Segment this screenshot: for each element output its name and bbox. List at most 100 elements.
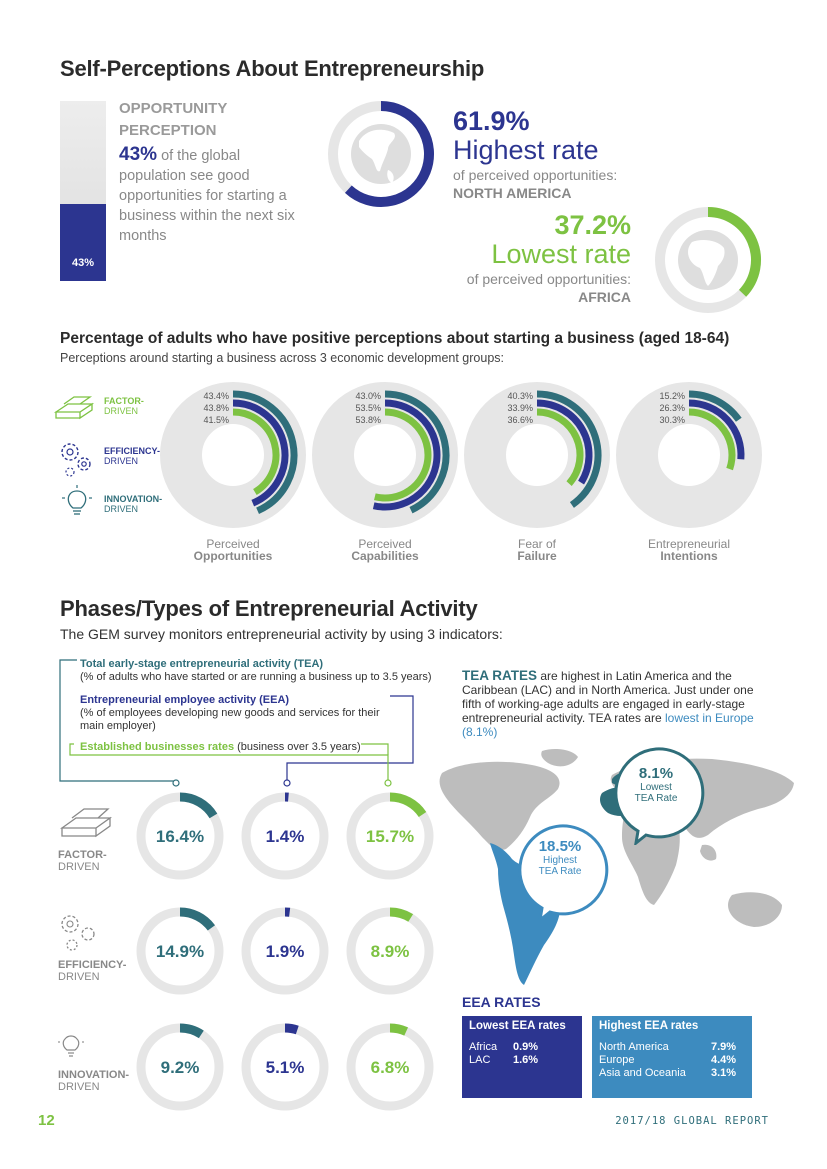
radial-category-label: Capabilities [351,549,419,563]
perceptions-legend: FACTOR- DRIVEN EFFICIENCY- DRIVEN INNOVA… [52,390,172,532]
callout-bubble-blue [518,824,609,922]
radial-bar-innovation-driven [374,408,432,502]
highest-rate-label: Highest rate [453,135,599,165]
tea-rates-text: are highest in Latin America and the Car… [462,669,754,725]
radial-value-label: 43.4% [203,391,229,401]
radial-value-label: 41.5% [203,415,229,425]
radial-bar-efficiency-driven [372,399,441,511]
legend-factor-line1: FACTOR- [104,396,144,406]
est-connector-dot [384,779,392,787]
tea-description: (% of adults who have started or are run… [80,671,432,683]
legend-efficiency: EFFICIENCY- DRIVEN [52,440,172,488]
eea-title: Entrepreneurial employee activity (EEA) [80,694,290,706]
perceptions-radial-chart: 43.4%43.8%41.5%PerceivedOpportunities43.… [160,382,762,563]
tea-rates-paragraph: TEA RATES are highest in Latin America a… [462,669,772,740]
highest-tea-callout [518,824,609,922]
opportunity-bar: 43% [60,101,106,281]
radial-value-label: 30.3% [659,415,685,425]
donut-value-label: 9.2% [161,1058,200,1077]
radial-value-label: 53.8% [355,415,381,425]
north-america-donut [328,101,434,207]
donut-value-label: 1.9% [266,942,305,961]
radial-category-label: Perceived [206,537,259,551]
phases-subtitle: The GEM survey monitors entrepreneurial … [60,626,503,642]
opportunity-percent: 43% [119,144,158,165]
eea-highest-row: North America 7.9% [599,1041,745,1054]
radial-category-label: Intentions [660,549,718,563]
highest-rate-value: 61.9% [453,106,530,136]
legend-innovation-line1: INNOVATION- [104,494,163,504]
lowest-tea-value: 8.1% [638,765,674,782]
radial-category-label: Perceived [358,537,411,551]
donut-value-label: 6.8% [371,1058,410,1077]
donut-arc [179,792,218,819]
eea-rates-title: EEA RATES [462,994,541,1010]
eea-highest-value: 3.1% [711,1067,737,1079]
eea-lowest-region: Africa [469,1041,498,1053]
lowest-tea-line1: Lowest [640,782,672,793]
eea-description-1: (% of employees developing new goods and… [80,707,380,719]
opportunity-bar-label: 43% [71,257,95,269]
est-connector [69,750,389,783]
highest-tea-line2: TEA Rate [538,866,582,877]
est-description: (business over 3.5 years) [237,741,361,753]
eea-highest-value: 4.4% [711,1054,737,1066]
tea-connector-dot [172,779,180,787]
eea-highest-row: Europe 4.4% [599,1054,745,1067]
est-title: Established businesses rates [80,741,235,753]
eea-highest-title: Highest EEA rates [599,1020,699,1032]
radial-bar-innovation-driven [688,408,736,471]
radial-bar-factor-driven [536,390,602,508]
section-title-self-perceptions: Self-Perceptions About Entrepreneurship [60,56,485,81]
lowest-tea-line2: TEA Rate [634,793,678,804]
radial-bar-innovation-driven [232,408,280,496]
activity-donut-grid: 16.4% 1.4% 15.7% 14.9% 1.9% 8.9% 9.2% 5.1% 6.8% [136,792,434,1111]
highest-rate-sub: of perceived opportunities: [453,167,618,183]
legend-innovation: INNOVATION- DRIVEN [52,485,172,532]
opportunity-title-2: PERCEPTION [119,122,217,139]
eea-connector [286,700,414,783]
opportunity-bar-fill [60,203,106,281]
eea-description-2: main employer) [80,720,156,732]
gold-bars-icon [59,808,113,838]
legend-efficiency-line2: DRIVEN [104,456,139,466]
lowest-rate-sub: of perceived opportunities: [466,271,631,287]
row-innovation-line1: INNOVATION- [58,1069,130,1081]
eea-highest-region: Asia and Oceania [599,1067,686,1079]
lowest-rate-block: 37.2% Lowest rate of perceived opportuni… [467,210,631,306]
radial-category-label: Opportunities [194,549,273,563]
highest-tea-callout-text: 18.5% Highest TEA Rate [520,838,600,877]
row-efficiency: EFFICIENCY- DRIVEN [58,912,148,983]
africa-arc [707,207,761,297]
radial-value-label: 36.6% [507,415,533,425]
donut-arc [179,907,216,931]
lowest-rate-value: 37.2% [554,210,631,240]
radial-bar-factor-driven [384,390,450,514]
radial-category-label: Failure [517,549,557,563]
lowest-tea-callout [614,747,705,845]
gears-icon [61,915,95,951]
indicators-legend: Total early-stage entrepreneurial activi… [80,658,450,754]
radial-value-label: 43.8% [203,403,229,413]
indicator-connectors [59,659,414,787]
tea-rates-lowest: lowest in Europe (8.1%) [462,711,754,739]
eea-highest-region: North America [599,1041,669,1053]
eea-lowest-row: Africa 0.9% [469,1041,575,1054]
donut-value-label: 8.9% [371,942,410,961]
gold-bars-icon [53,396,95,420]
radial-value-label: 40.3% [507,391,533,401]
legend-factor-line2: DRIVEN [104,406,139,416]
row-innovation-line2: DRIVEN [58,1081,100,1093]
eea-lowest-title: Lowest EEA rates [469,1020,566,1032]
radial-bar-innovation-driven [536,408,584,486]
donut-value-label: 16.4% [156,827,204,846]
lightbulb-icon [62,485,92,515]
radial-bar-factor-driven [688,390,742,422]
highest-tea-line1: Highest [543,855,577,866]
donut-arc [179,1023,204,1039]
page-number: 12 [38,1112,55,1129]
eea-lowest-region: LAC [469,1054,491,1066]
opportunity-text: of the global population see good opport… [119,148,295,244]
donut-value-label: 5.1% [266,1058,305,1077]
lowest-rate-label: Lowest rate [491,239,631,269]
